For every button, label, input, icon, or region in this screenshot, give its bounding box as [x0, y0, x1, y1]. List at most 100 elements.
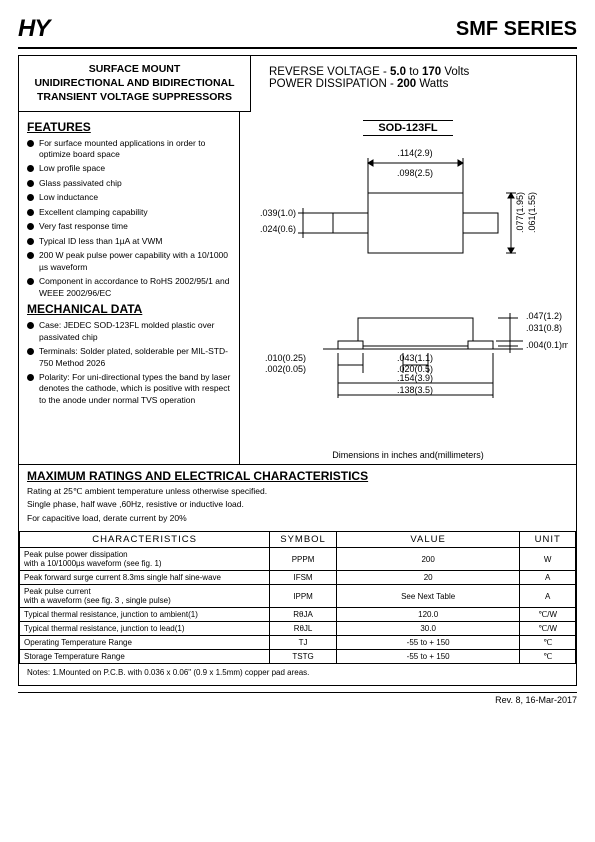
table-cell: Typical thermal resistance, junction to … — [20, 622, 270, 636]
dim-top-b: .098(2.5) — [397, 168, 433, 178]
max-ratings-notes: Rating at 25℃ ambient temperature unless… — [19, 483, 576, 532]
table-row: Typical thermal resistance, junction to … — [20, 622, 576, 636]
feature-item: Low inductance — [27, 192, 231, 203]
mechanical-text: Polarity: For uni-directional types the … — [39, 372, 231, 406]
left-column: FEATURES For surface mounted application… — [19, 112, 240, 464]
table-cell: 120.0 — [336, 608, 519, 622]
table-row: Peak forward surge current 8.3ms single … — [20, 571, 576, 585]
bullet-icon — [27, 322, 34, 329]
bullet-icon — [27, 238, 34, 245]
mechanical-text: Terminals: Solder plated, solderable per… — [39, 346, 231, 369]
revision-footer: Rev. 8, 16-Mar-2017 — [18, 692, 577, 705]
product-title-box: SURFACE MOUNTUNIDIRECTIONAL AND BIDIRECT… — [19, 56, 251, 112]
mechanical-text: Case: JEDEC SOD-123FL molded plastic ove… — [39, 320, 231, 343]
feature-text: Typical ID less than 1µA at VWM — [39, 236, 162, 247]
table-cell: ℃ — [520, 650, 576, 664]
table-cell: Storage Temperature Range — [20, 650, 270, 664]
spec-line-2: POWER DISSIPATION - 200 Watts — [269, 78, 568, 90]
table-cell: TSTG — [270, 650, 337, 664]
table-cell: ℃/W — [520, 608, 576, 622]
dim-left-b: .024(0.6) — [260, 224, 296, 234]
table-cell: IPPM — [270, 585, 337, 608]
table-cell: Typical thermal resistance, junction to … — [20, 608, 270, 622]
dim-h-b: .031(0.8) — [526, 323, 562, 333]
dim-h-a: .047(1.2) — [526, 311, 562, 321]
feature-item: 200 W peak pulse power capability with a… — [27, 250, 231, 273]
dim-bl-a: .010(0.25) — [265, 353, 306, 363]
feature-item: Typical ID less than 1µA at VWM — [27, 236, 231, 247]
rv-max: 170 — [422, 66, 441, 78]
pd-unit: Watts — [416, 78, 448, 90]
mechanical-item: Case: JEDEC SOD-123FL molded plastic ove… — [27, 320, 231, 343]
table-body: Peak pulse power dissipationwith a 10/10… — [20, 548, 576, 664]
table-cell: See Next Table — [336, 585, 519, 608]
dim-bw-b: .138(3.5) — [397, 385, 433, 395]
table-cell: IFSM — [270, 571, 337, 585]
max-ratings-heading: MAXIMUM RATINGS AND ELECTRICAL CHARACTER… — [19, 464, 576, 483]
spec-line-1: REVERSE VOLTAGE - 5.0 to 170 Volts — [269, 66, 568, 78]
table-row: Storage Temperature RangeTSTG-55 to + 15… — [20, 650, 576, 664]
table-cell: RθJL — [270, 622, 337, 636]
rv-min: 5.0 — [390, 66, 406, 78]
features-list: For surface mounted applications in orde… — [27, 138, 231, 300]
bullet-icon — [27, 252, 34, 259]
bullet-icon — [27, 223, 34, 230]
feature-text: Low profile space — [39, 163, 105, 174]
mechanical-heading: MECHANICAL DATA — [27, 302, 231, 316]
header: HY SMF SERIES — [18, 15, 577, 49]
features-heading: FEATURES — [27, 120, 231, 134]
spec-box: REVERSE VOLTAGE - 5.0 to 170 Volts POWER… — [251, 56, 576, 112]
dimension-caption: Dimensions in inches and(millimeters) — [248, 450, 568, 460]
feature-item: Component in accordance to RoHS 2002/95/… — [27, 276, 231, 299]
bullet-icon — [27, 194, 34, 201]
table-cell: W — [520, 548, 576, 571]
bullet-icon — [27, 180, 34, 187]
pd-label: POWER DISSIPATION - — [269, 78, 397, 90]
max-note-line: Rating at 25℃ ambient temperature unless… — [27, 485, 568, 499]
table-cell: RθJA — [270, 608, 337, 622]
bullet-icon — [27, 278, 34, 285]
rv-unit: Volts — [441, 66, 469, 78]
series-title: SMF SERIES — [456, 18, 577, 41]
table-cell: TJ — [270, 636, 337, 650]
feature-text: For surface mounted applications in orde… — [39, 138, 231, 161]
mechanical-item: Polarity: For uni-directional types the … — [27, 372, 231, 406]
table-cell: ℃/W — [520, 622, 576, 636]
dim-top-a: .114(2.9) — [397, 148, 432, 158]
table-cell: A — [520, 571, 576, 585]
dim-right-b: .061(1.55) — [527, 191, 537, 232]
table-row: Peak pulse currentwith a waveform (see f… — [20, 585, 576, 608]
feature-item: Very fast response time — [27, 221, 231, 232]
table-cell: Peak forward surge current 8.3ms single … — [20, 571, 270, 585]
table-row: Typical thermal resistance, junction to … — [20, 608, 576, 622]
table-header: CHARACTERISTICS — [20, 532, 270, 548]
table-header: SYMBOL — [270, 532, 337, 548]
characteristics-table: CHARACTERISTICSSYMBOLVALUEUNIT Peak puls… — [19, 531, 576, 664]
dim-right-a: .077(1.95) — [515, 191, 525, 232]
dim-bw-a: .154(3.9) — [397, 373, 433, 383]
table-row: Peak pulse power dissipationwith a 10/10… — [20, 548, 576, 571]
dim-br: .004(0.1)max — [526, 340, 568, 350]
rv-label: REVERSE VOLTAGE - — [269, 66, 390, 78]
top-section: SURFACE MOUNTUNIDIRECTIONAL AND BIDIRECT… — [19, 56, 576, 112]
mid-section: FEATURES For surface mounted application… — [19, 112, 576, 464]
mechanical-item: Terminals: Solder plated, solderable per… — [27, 346, 231, 369]
max-note-line: For capacitive load, derate current by 2… — [27, 512, 568, 526]
table-header-row: CHARACTERISTICSSYMBOLVALUEUNIT — [20, 532, 576, 548]
feature-text: Excellent clamping capability — [39, 207, 148, 218]
feature-text: Component in accordance to RoHS 2002/95/… — [39, 276, 231, 299]
feature-item: Low profile space — [27, 163, 231, 174]
max-note-line: Single phase, half wave ,60Hz, resistive… — [27, 498, 568, 512]
table-header: VALUE — [336, 532, 519, 548]
table-cell: Peak pulse power dissipationwith a 10/10… — [20, 548, 270, 571]
dim-left-a: .039(1.0) — [260, 208, 296, 218]
dim-bm-a: .043(1.1) — [397, 353, 433, 363]
feature-text: Very fast response time — [39, 221, 128, 232]
table-cell: 200 — [336, 548, 519, 571]
feature-text: Glass passivated chip — [39, 178, 122, 189]
table-cell: PPPM — [270, 548, 337, 571]
table-footnote: Notes: 1.Mounted on P.C.B. with 0.036 x … — [19, 664, 576, 685]
right-column: SOD-123FL — [240, 112, 576, 464]
bullet-icon — [27, 140, 34, 147]
dim-bl-b: .002(0.05) — [265, 364, 306, 374]
